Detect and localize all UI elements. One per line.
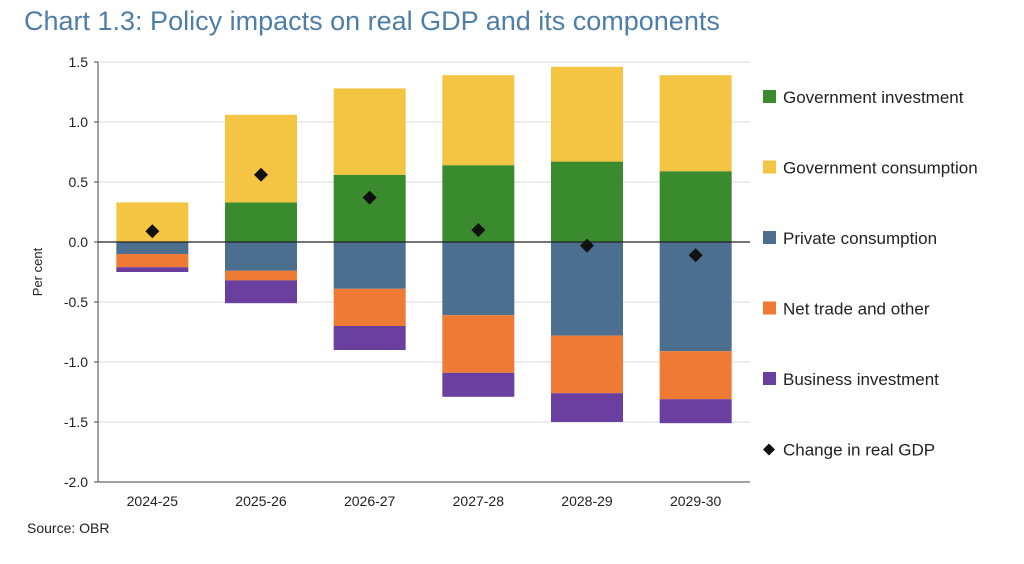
bar-segment [551,393,623,422]
bar-segment [333,174,406,242]
bar-segment [116,254,189,268]
x-tick-label: 2024-25 [127,493,179,509]
legend-label: Government consumption [783,159,978,178]
y-tick-label: -1.0 [64,354,88,370]
bar-segment [442,372,515,397]
legend-label: Private consumption [783,229,937,248]
bar-segment [551,242,623,336]
bar-segment [551,66,623,162]
legend-swatch [763,160,776,174]
y-axis-title: Per cent [30,247,45,296]
bar-segment [442,315,515,373]
y-tick-label: 1.0 [69,114,89,130]
x-tick-label: 2028-29 [561,493,613,509]
gdp-change-marker [254,167,268,182]
gdp-change-marker [580,238,594,253]
y-tick-label: -2.0 [64,474,88,490]
y-tick-label: -1.5 [64,414,88,430]
legend-swatch [763,372,776,385]
legend-label: Net trade and other [783,300,930,319]
bar-segment [551,335,623,394]
bar-segment [225,242,297,271]
bar-segment [333,326,406,350]
bar-segment [659,171,732,242]
bar-segment [659,399,732,424]
bar-segment [225,202,297,242]
bar-segment [333,242,406,289]
bar-segment [551,161,623,242]
gdp-change-marker [362,190,377,205]
bar-segment [225,114,297,203]
legend-label: Government investment [783,88,964,107]
x-tick-label: 2027-28 [453,493,505,509]
bar-segment [225,270,297,281]
chart-title: Chart 1.3: Policy impacts on real GDP an… [24,6,720,36]
bar-segment [333,288,406,326]
bar-segment [333,88,406,175]
bar-segment [116,242,189,254]
legend-swatch [763,90,776,103]
bar-segment [442,75,515,166]
legend-swatch [763,231,776,244]
bar-segment [116,267,189,272]
legend-marker [763,443,775,456]
legend-label: Business investment [783,370,939,389]
legend-swatch [763,301,776,315]
y-tick-label: 0.5 [69,174,89,190]
y-tick-label: -0.5 [64,294,88,310]
gdp-change-marker [471,223,486,237]
y-tick-label: 1.5 [69,54,89,70]
bar-segment [659,351,732,400]
bar-segment [225,280,297,304]
x-tick-label: 2026-27 [344,493,396,509]
gdp-change-marker [145,224,160,239]
x-tick-label: 2025-26 [235,493,287,509]
legend-label: Change in real GDP [783,441,935,460]
bar-segment [442,242,515,316]
source-note: Source: OBR [27,520,110,536]
y-tick-label: 0.0 [69,234,89,250]
bar-segment [659,75,732,172]
x-tick-label: 2029-30 [670,493,722,509]
gdp-change-marker [688,248,703,263]
